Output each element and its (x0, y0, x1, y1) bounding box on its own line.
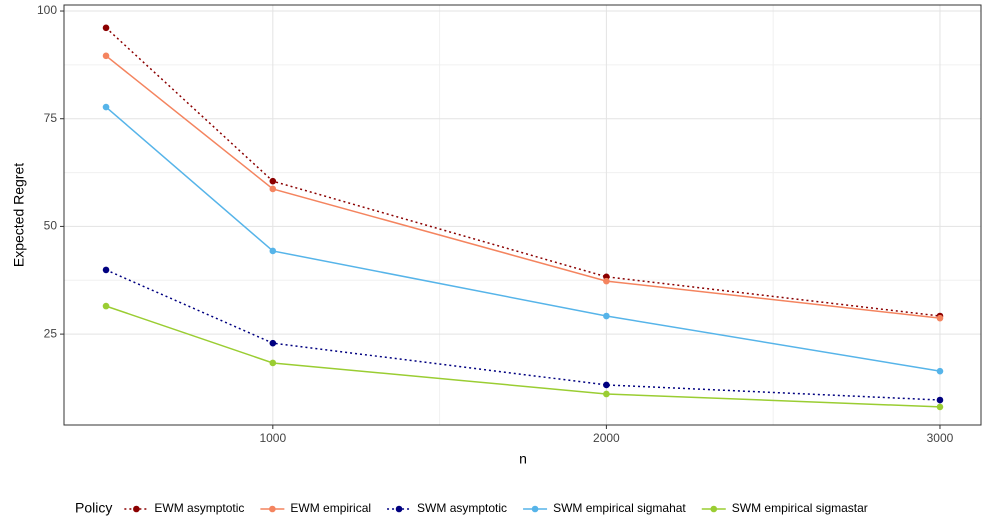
data-point (936, 403, 944, 411)
series-line (105, 106, 941, 372)
x-tick-label: 1000 (259, 431, 286, 445)
y-tick-label: 100 (37, 3, 57, 17)
data-point (936, 396, 944, 404)
data-point (269, 359, 277, 367)
legend-point (269, 505, 276, 513)
legend-title: Policy (75, 500, 112, 516)
legend-point (395, 505, 403, 513)
series-line (105, 269, 941, 401)
data-point (102, 266, 110, 274)
legend-point (531, 505, 539, 513)
y-axis-label: Expected Regret (11, 163, 27, 267)
data-point (269, 339, 277, 347)
data-point (936, 367, 944, 375)
series-line (105, 27, 941, 317)
data-point (603, 312, 610, 320)
series-line (105, 305, 940, 408)
data-point (603, 277, 610, 285)
legend-point (710, 505, 718, 513)
series-line (105, 55, 941, 319)
data-point (102, 52, 110, 60)
y-tick-label: 75 (44, 111, 58, 125)
x-axis-label: n (519, 451, 527, 467)
x-tick-label: 3000 (927, 431, 954, 445)
x-tick-label: 2000 (593, 431, 620, 445)
data-point (603, 390, 610, 398)
data-point (102, 103, 110, 111)
data-point (269, 177, 277, 185)
data-point (603, 381, 610, 389)
legend-point (133, 505, 140, 513)
data-point (936, 314, 944, 322)
data-point (102, 302, 110, 310)
legend-label: SWM empirical sigmastar (732, 501, 868, 515)
legend-label: SWM asymptotic (417, 501, 507, 515)
legend-label: SWM empirical sigmahat (553, 501, 686, 515)
data-point (269, 247, 277, 255)
data-point (102, 24, 110, 32)
legend-label: EWM asymptotic (154, 501, 244, 515)
y-tick-label: 25 (44, 326, 58, 340)
y-tick-label: 50 (44, 219, 58, 233)
data-point (269, 185, 277, 193)
plot-border (63, 4, 982, 426)
legend-label: EWM empirical (290, 501, 371, 515)
